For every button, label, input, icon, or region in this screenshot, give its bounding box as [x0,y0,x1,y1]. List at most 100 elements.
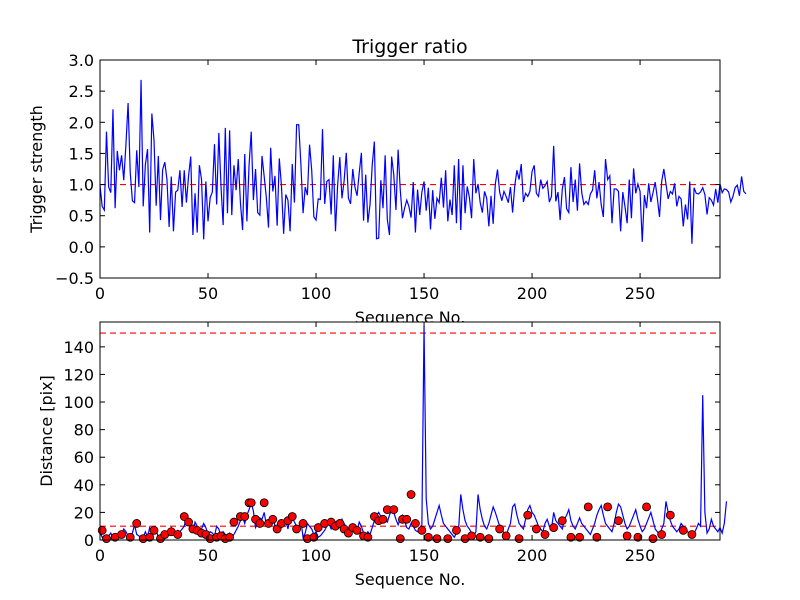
data-point-marker [514,534,524,544]
top-series-line [99,79,747,244]
data-point-marker [687,530,697,539]
bottom-chart: 0 50 100 150 200 250 0 20 40 60 80 100 120 140 Seque… [37,321,728,589]
y-tick-label: 0.5 [69,207,94,226]
data-point-marker [592,532,602,542]
data-point-marker [225,532,235,542]
data-point-marker [484,534,494,544]
x-tick-label: 250 [625,284,656,303]
data-point-marker [402,514,412,524]
top-chart: Trigger ratio 0 50 100 150 200 250 −0.5 0.0 0.5… [27,36,747,327]
y-tick-label: 0 [84,531,94,550]
data-point-marker [97,525,107,535]
data-point-marker [149,525,159,535]
data-point-marker [575,532,584,542]
y-tick-label: 1.5 [69,144,94,163]
x-tick-label: 200 [517,546,548,565]
data-point-marker [378,514,388,524]
bottom-x-ticks: 0 50 100 150 200 250 [95,322,655,565]
y-tick-label: −0.5 [55,269,94,288]
data-point-marker [287,512,297,521]
data-point-marker [622,531,632,541]
data-point-marker [406,490,416,499]
data-point-marker [389,505,399,515]
bottom-plot-frame [99,321,721,541]
data-point-marker [145,532,155,542]
data-point-marker [566,532,576,542]
y-tick-label: 2.0 [69,113,94,132]
bottom-x-axis-label: Sequence No. [355,570,466,589]
y-tick-label: 120 [63,365,94,384]
data-point-marker [642,502,651,512]
data-point-marker [292,524,301,534]
x-tick-label: 0 [95,284,105,303]
data-point-marker [557,516,567,526]
data-point-marker [117,530,126,539]
top-y-axis-label: Trigger strength [27,105,46,234]
top-y-ticks: −0.5 0.0 0.5 1.0 1.5 2.0 2.5 3.0 [55,51,720,288]
x-tick-label: 50 [198,284,218,303]
data-point-marker [648,534,658,544]
data-point-marker [475,532,485,542]
data-point-marker [246,498,256,508]
top-x-ticks: 0 50 100 150 200 250 [95,60,655,303]
data-point-marker [452,525,461,535]
y-tick-label: 40 [74,476,94,495]
data-point-marker [523,510,533,520]
y-tick-label: 1.0 [69,176,94,195]
data-point-marker [363,532,373,542]
x-tick-label: 100 [301,546,332,565]
data-point-marker [540,530,550,539]
data-point-marker [614,516,623,526]
data-point-marker [603,502,613,512]
data-point-marker [432,534,442,544]
x-tick-label: 150 [409,284,440,303]
x-tick-label: 150 [409,546,440,565]
data-point-marker [240,512,250,521]
data-point-marker [410,519,420,528]
data-point-marker [583,502,593,512]
data-point-marker [102,534,111,544]
bottom-plot-background [100,322,720,540]
data-point-marker [395,534,405,544]
x-tick-label: 50 [198,546,218,565]
data-point-marker [259,498,269,508]
data-point-marker [657,530,667,539]
x-tick-label: 100 [301,284,332,303]
top-plot-area [99,60,747,278]
y-tick-label: 3.0 [69,51,94,70]
top-plot-background [100,60,720,278]
y-tick-label: 80 [74,421,94,440]
top-chart-title: Trigger ratio [351,36,467,58]
data-point-marker [495,524,505,534]
data-point-marker [255,519,265,528]
y-tick-label: 20 [74,503,94,522]
data-point-marker [298,519,308,528]
bottom-y-axis-label: Distance [pix] [37,375,56,487]
data-point-marker [229,517,239,527]
x-tick-label: 0 [95,546,105,565]
data-point-marker [549,523,559,532]
bottom-markers [97,490,697,544]
data-point-marker [501,531,511,541]
y-tick-label: 0.0 [69,238,94,257]
y-tick-label: 60 [74,448,94,467]
x-tick-label: 250 [625,546,656,565]
y-tick-label: 140 [63,338,94,357]
data-point-marker [268,514,278,524]
data-point-marker [313,523,323,532]
data-point-marker [173,530,183,539]
data-point-marker [184,517,193,527]
y-tick-label: 100 [63,393,94,412]
data-point-marker [125,532,135,542]
x-tick-label: 200 [517,284,548,303]
top-plot-frame [99,59,721,279]
data-point-marker [678,525,688,535]
data-point-marker [417,525,427,535]
y-tick-label: 2.5 [69,82,94,101]
bottom-y-ticks: 0 20 40 60 80 100 120 140 [63,338,720,550]
data-point-marker [665,510,675,520]
data-point-marker [467,531,476,541]
data-point-marker [531,524,541,534]
data-point-marker [352,525,362,535]
